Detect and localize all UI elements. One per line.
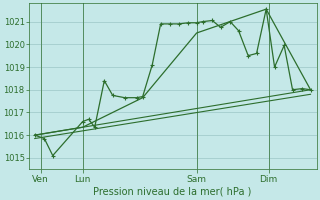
X-axis label: Pression niveau de la mer( hPa ): Pression niveau de la mer( hPa ) xyxy=(93,187,252,197)
